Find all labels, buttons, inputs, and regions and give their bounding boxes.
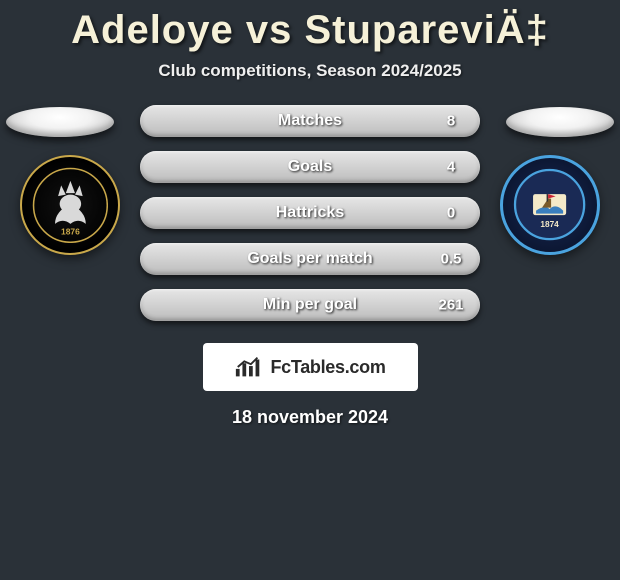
left-player-orb (6, 107, 114, 137)
stat-bar-min-per-goal: Min per goal 261 (140, 289, 480, 321)
morton-icon: 1874 (512, 167, 587, 242)
logo-box[interactable]: FcTables.com (203, 343, 418, 391)
stat-label: Goals (288, 158, 332, 176)
stat-right-value: 0 (430, 205, 472, 222)
subtitle: Club competitions, Season 2024/2025 (0, 61, 620, 81)
right-player-orb (506, 107, 614, 137)
thistle-icon: 1876 (32, 167, 109, 244)
bar-chart-icon (234, 355, 264, 379)
stat-label: Matches (278, 112, 342, 130)
stat-bar-goals-per-match: Goals per match 0.5 (140, 243, 480, 275)
stat-right-value: 261 (430, 297, 472, 314)
date-line: 18 november 2024 (0, 407, 620, 428)
crest-year: 1876 (61, 226, 80, 236)
crest-year: 1874 (541, 221, 560, 230)
stat-right-value: 0.5 (430, 251, 472, 268)
stat-right-value: 4 (430, 159, 472, 176)
logo-text: FcTables.com (270, 357, 385, 378)
stat-label: Min per goal (263, 296, 357, 314)
stat-bar-matches: Matches 8 (140, 105, 480, 137)
stat-bar-hattricks: Hattricks 0 (140, 197, 480, 229)
page-title: Adeloye vs StupareviÄ‡ (0, 0, 620, 53)
stat-bar-goals: Goals 4 (140, 151, 480, 183)
stat-label: Goals per match (247, 250, 372, 268)
stat-bars: Matches 8 Goals 4 Hattricks 0 Goals per … (140, 105, 480, 321)
stat-label: Hattricks (276, 204, 344, 222)
stat-right-value: 8 (430, 113, 472, 130)
left-club-crest: 1876 (20, 155, 120, 255)
comparison-panel: 1876 1874 Matches 8 Goals 4 Hattricks (0, 105, 620, 428)
right-club-crest: 1874 (500, 155, 600, 255)
